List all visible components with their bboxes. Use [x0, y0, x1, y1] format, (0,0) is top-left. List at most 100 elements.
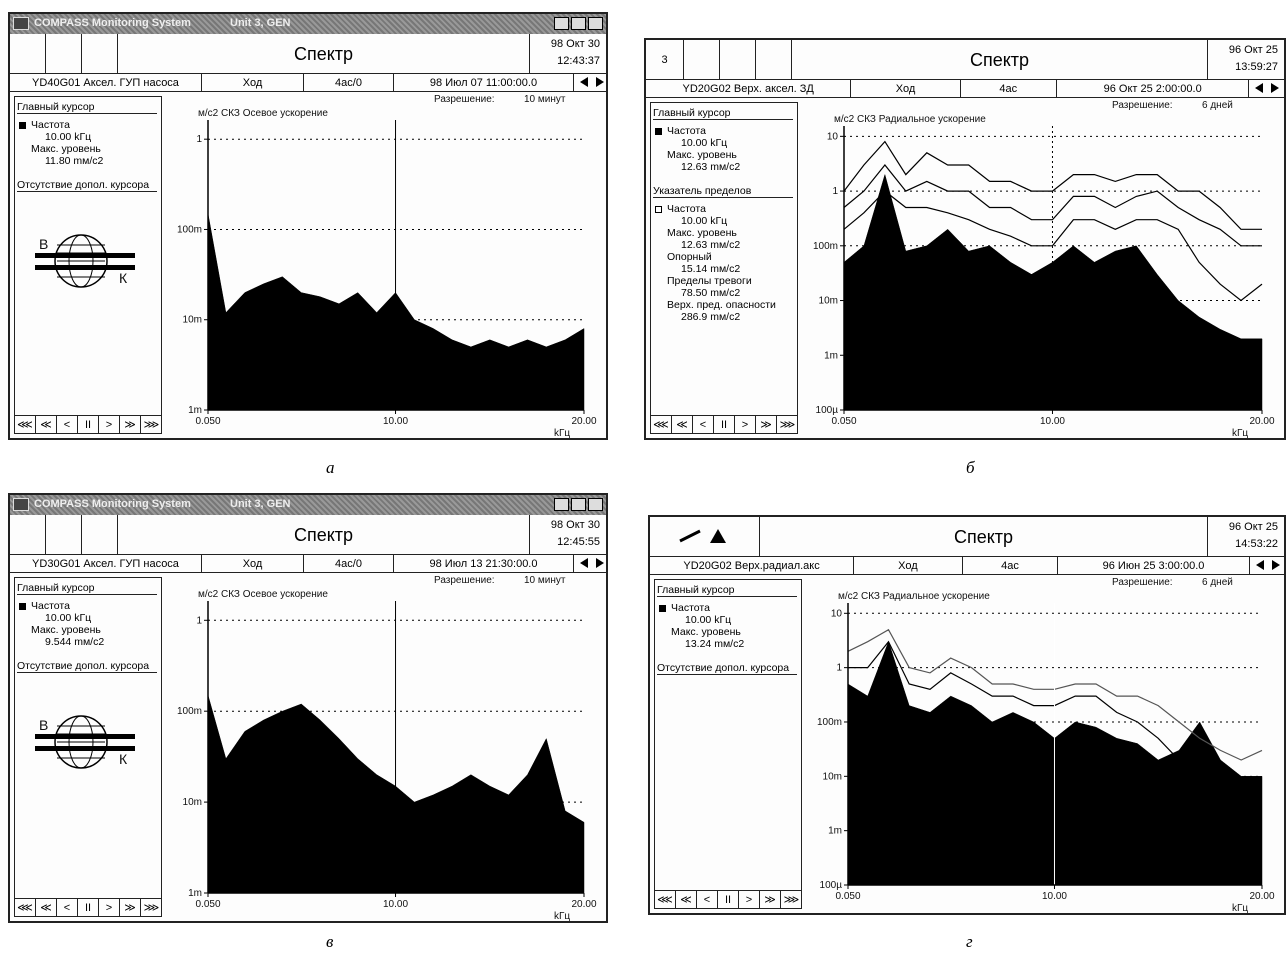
marker: [659, 605, 666, 612]
header-cell: 3: [646, 40, 684, 80]
nav-button[interactable]: ≪: [36, 899, 57, 916]
nav-button[interactable]: II: [714, 416, 735, 433]
marker: [19, 603, 26, 610]
sidebar-item: Частота: [667, 203, 706, 215]
window-button: [588, 498, 603, 511]
nav-button[interactable]: II: [718, 891, 739, 908]
marker: [655, 128, 662, 135]
resolution-label: Разрешение:: [1112, 100, 1173, 111]
info-cell: 96 Июн 25 3:00:00.0: [1058, 557, 1250, 574]
nav-button[interactable]: ≫: [120, 899, 141, 916]
y-tick-label: 10: [831, 608, 843, 619]
section-heading: Указатель пределов: [653, 185, 793, 198]
window-title: COMPASS Monitoring System: [34, 17, 191, 29]
logo: ВК: [35, 715, 135, 769]
scroll-arrows[interactable]: [1251, 80, 1286, 97]
y-tick-label: 10m: [823, 771, 842, 782]
nav-button[interactable]: <: [57, 416, 78, 433]
nav-button[interactable]: II: [78, 899, 99, 916]
nav-button[interactable]: ⋘: [655, 891, 676, 908]
header-time: 14:53:22: [1235, 538, 1278, 550]
logo-letter: В: [39, 717, 48, 733]
title-bar: COMPASS Monitoring System Unit 3, GEN: [10, 14, 606, 34]
chart: Разрешение: 10 минут м/с2 СКЗ Осевое ускор…: [177, 94, 597, 438]
nav-button[interactable]: >: [99, 416, 120, 433]
nav-button[interactable]: ⋘: [651, 416, 672, 433]
icon: [679, 529, 726, 543]
info-cell: 98 Июл 13 21:30:00.0: [394, 555, 574, 572]
spectrum-area: [847, 640, 1263, 886]
section-heading: Главный курсор: [17, 582, 157, 595]
nav-button[interactable]: ≪: [672, 416, 693, 433]
sidebar-item: Частота: [671, 602, 710, 614]
y-axis-label: м/с2 СКЗ Осевое ускорение: [198, 108, 328, 119]
scroll-arrows[interactable]: [1252, 557, 1286, 574]
info-cell: YD40G01 Аксел. ГУП насоса: [10, 74, 202, 91]
sidebar: Главный курсор Частота 10.00 kГц Макс. уров…: [14, 577, 162, 917]
y-tick-label: 100µ: [820, 880, 843, 891]
header-date: 98 Окт 30: [550, 519, 600, 531]
nav-button[interactable]: <: [697, 891, 718, 908]
nav-button[interactable]: <: [57, 899, 78, 916]
title-bar: COMPASS Monitoring System Unit 3, GEN: [10, 495, 606, 515]
y-tick-label: 100µ: [816, 405, 839, 416]
y-tick-label: 1m: [824, 350, 838, 361]
caption: в: [326, 932, 334, 951]
x-tick-label: 0.050: [835, 891, 860, 902]
window-button: [554, 17, 569, 30]
resolution: 10 минут: [524, 94, 566, 105]
resolution: 10 минут: [524, 575, 566, 586]
nav-button[interactable]: ⋙: [779, 419, 796, 431]
header-cell: [46, 515, 82, 555]
sidebar-item: Макс. уровень: [31, 624, 101, 636]
sidebar-item: Частота: [667, 125, 706, 137]
sidebar-item: 12.63 mм/с2: [681, 161, 741, 173]
nav-button[interactable]: ⋙: [143, 419, 160, 431]
window-button: [571, 17, 586, 30]
info-row: YD30G01 Аксел. ГУП насоса Ход 4ас/0 98 Июл …: [10, 555, 606, 573]
header-cell: [756, 40, 792, 80]
y-axis-label: м/с2 СКЗ Радиальное ускорение: [834, 114, 986, 125]
nav-button[interactable]: ⋙: [143, 902, 160, 914]
nav-button[interactable]: >: [99, 899, 120, 916]
nav-button[interactable]: II: [78, 416, 99, 433]
nav-button[interactable]: >: [735, 416, 756, 433]
spectrum-area: [843, 173, 1263, 411]
nav-button[interactable]: ⋘: [15, 899, 36, 916]
info-row: YD20G02 Верх.радиал.акс Ход 4ас 96 Июн 25 3…: [650, 557, 1284, 575]
sidebar: Главный курсор Частота 10.00 kГц Макс. уров…: [14, 96, 162, 434]
limit-line: [843, 164, 1262, 247]
nav-button[interactable]: ≪: [676, 891, 697, 908]
scroll-arrows[interactable]: [576, 74, 608, 91]
y-tick-label: 100m: [177, 224, 202, 235]
info-cell: 4ас: [963, 557, 1059, 574]
nav-button[interactable]: ≪: [36, 416, 57, 433]
y-tick-label: 10: [827, 131, 839, 142]
window-button: [554, 498, 569, 511]
nav-button[interactable]: <: [693, 416, 714, 433]
sidebar-item: 10.00 kГц: [681, 215, 728, 227]
nav-button[interactable]: ≫: [756, 416, 777, 433]
nav-bar: ⋘ ≪ < II > ≫ ⋙: [15, 415, 161, 433]
nav-button[interactable]: >: [739, 891, 760, 908]
sidebar-item: Верх. пред. опасности: [667, 299, 776, 311]
window-button: [571, 498, 586, 511]
x-tick-label: 0.050: [195, 899, 220, 910]
nav-button[interactable]: ⋘: [15, 416, 36, 433]
nav-button[interactable]: ≫: [120, 416, 141, 433]
scroll-arrows[interactable]: [576, 555, 608, 572]
y-tick-label: 10m: [183, 797, 202, 808]
y-tick-label: 100m: [177, 706, 202, 717]
info-cell: YD20G02 Верх. аксел. ЗД: [646, 80, 852, 97]
nav-button[interactable]: ⋙: [783, 894, 800, 906]
arrow-right: [596, 558, 604, 568]
header-date: 96 Окт 25: [1228, 44, 1278, 56]
y-tick-label: 10m: [183, 315, 202, 326]
nav-button[interactable]: ≫: [760, 891, 781, 908]
info-cell: 4ас/0: [304, 74, 394, 91]
header-cell: [82, 515, 118, 555]
info-cell: Ход: [202, 74, 304, 91]
caption: г: [966, 932, 973, 951]
header-date: 96 Окт 25: [1228, 521, 1278, 533]
